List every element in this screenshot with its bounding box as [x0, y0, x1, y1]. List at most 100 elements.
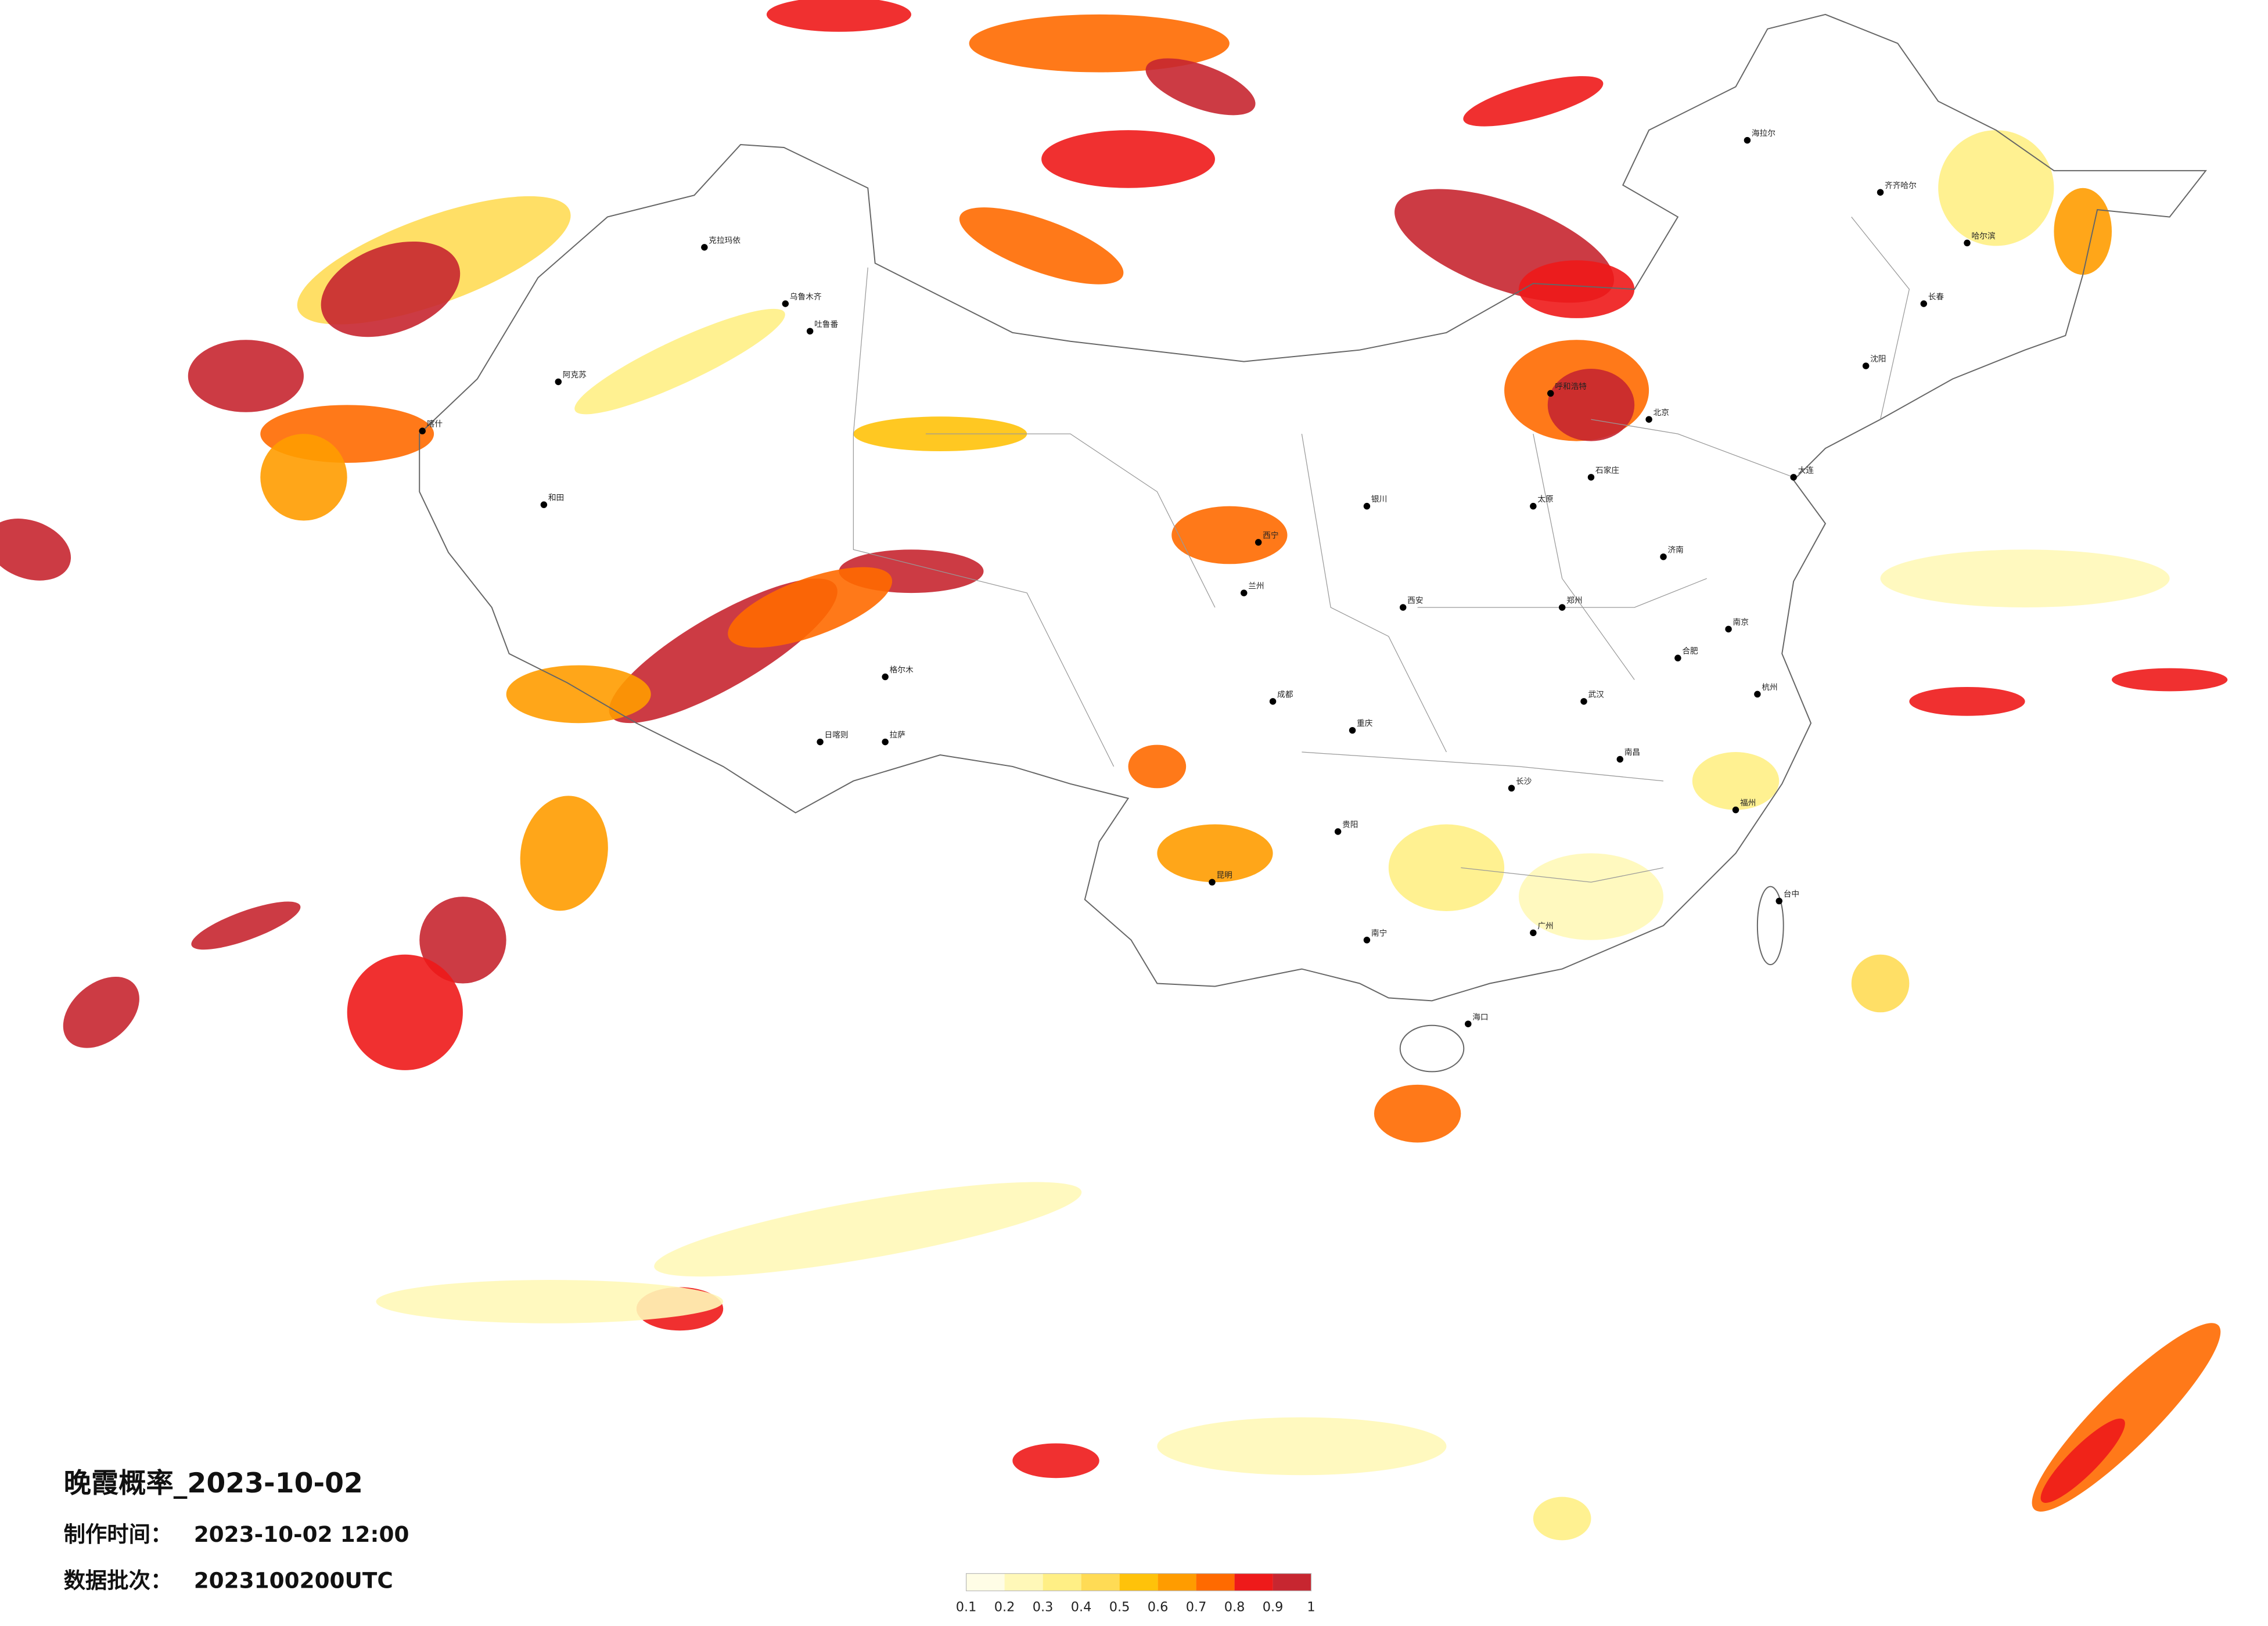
city-dot — [1334, 828, 1342, 835]
city-dot — [1775, 897, 1782, 905]
city-label: 台中 — [1784, 890, 1799, 899]
city-label: 南昌 — [1624, 748, 1640, 757]
city-label: 武汉 — [1588, 690, 1604, 699]
city-dot — [782, 300, 789, 307]
city-dot — [1530, 929, 1537, 937]
city-label: 克拉玛依 — [709, 236, 741, 245]
probability-area — [1157, 824, 1273, 883]
probability-area — [1518, 260, 1635, 318]
city-dot — [1580, 698, 1587, 705]
city-dot — [1508, 785, 1515, 792]
city-dot — [1255, 539, 1262, 546]
city-label: 重庆 — [1357, 719, 1373, 728]
city-label: 石家庄 — [1595, 465, 1619, 475]
probability-area — [1938, 130, 2054, 246]
city-dot — [419, 427, 426, 434]
city-label: 阿克苏 — [563, 370, 587, 380]
probability-area — [1145, 58, 1256, 116]
probability-area — [959, 207, 1124, 285]
info-value: 2023-10-02 12:00 — [194, 1521, 409, 1547]
map-title: 晚霞概率_2023-10-02 — [64, 1467, 363, 1499]
probability-area — [2112, 668, 2228, 692]
city-label: 长春 — [1928, 293, 1944, 302]
probability-area — [419, 897, 506, 984]
probability-area — [0, 519, 71, 581]
city-label: 太原 — [1537, 495, 1553, 504]
city-dot — [1732, 806, 1739, 814]
probability-area — [1012, 1443, 1099, 1478]
city-label: 和田 — [548, 494, 564, 503]
city-label: 海拉尔 — [1752, 129, 1775, 138]
city-dot — [1269, 698, 1277, 705]
probability-area — [728, 567, 893, 648]
probability-area — [2040, 1418, 2125, 1503]
city-dot — [1754, 690, 1761, 698]
legend-swatch — [1119, 1573, 1158, 1591]
city-dot — [1645, 416, 1652, 423]
legend-tick-label: 0.6 — [1148, 1599, 1169, 1614]
legend-tick-label: 0.5 — [1109, 1599, 1130, 1614]
legend-swatch — [1234, 1573, 1273, 1591]
probability-area — [1388, 824, 1505, 911]
probability-area — [63, 976, 139, 1048]
city-dot — [1744, 136, 1751, 144]
probability-area — [260, 434, 347, 521]
legend-tick-label: 1 — [1307, 1599, 1315, 1614]
legend-tick-label: 0.1 — [956, 1599, 977, 1614]
city-dot — [1674, 654, 1681, 661]
probability-area — [1374, 1084, 1461, 1143]
city-label: 南宁 — [1371, 928, 1387, 938]
legend-frame — [965, 1573, 1312, 1592]
legend-swatch — [1158, 1573, 1196, 1591]
legend-swatch — [1081, 1573, 1120, 1591]
city-dot — [1616, 756, 1624, 763]
legend: 0.1 0.2 0.3 0.4 0.5 0.6 0.7 0.8 0.9 1 — [956, 1573, 1315, 1614]
probability-area — [1041, 130, 1215, 188]
probability-area — [520, 796, 608, 911]
city-label: 格尔木 — [890, 665, 914, 675]
city-dot — [1349, 726, 1356, 734]
city-dot — [1465, 1020, 1472, 1027]
legend-tick-label: 0.3 — [1033, 1599, 1054, 1614]
probability-area — [1880, 549, 2170, 607]
legend-swatch — [1043, 1573, 1081, 1591]
probability-area — [1851, 954, 1910, 1013]
city-label: 兰州 — [1248, 582, 1264, 591]
probability-area — [1547, 369, 1635, 441]
legend-swatch — [1196, 1573, 1235, 1591]
probability-area — [969, 14, 1230, 73]
legend-tick-label: 0.9 — [1263, 1599, 1284, 1614]
probability-area — [347, 954, 463, 1070]
city-dot — [1209, 879, 1216, 886]
city-dot — [1363, 937, 1371, 944]
city-dot — [1920, 300, 1928, 307]
city-label: 日喀则 — [825, 731, 849, 740]
city-dot — [701, 244, 708, 251]
probability-area — [321, 241, 461, 337]
city-label: 济南 — [1667, 545, 1683, 555]
probability-area — [766, 0, 911, 32]
city-label: 西安 — [1407, 596, 1423, 606]
city-dot — [817, 738, 824, 746]
city-label: 喀什 — [427, 420, 443, 429]
legend-tick-label: 0.8 — [1224, 1599, 1245, 1614]
city-dot — [1725, 625, 1732, 633]
probability-area — [191, 901, 301, 950]
legend-swatch — [1273, 1573, 1311, 1591]
probability-area — [1692, 752, 1780, 810]
probability-area — [574, 308, 785, 415]
province-borders — [853, 217, 1910, 883]
city-label: 贵阳 — [1342, 821, 1358, 830]
city-label: 广州 — [1537, 922, 1553, 931]
city-label: 成都 — [1277, 690, 1293, 699]
city-label: 郑州 — [1566, 596, 1582, 606]
city-label: 吐鲁番 — [814, 320, 838, 329]
city-dot — [1363, 502, 1371, 510]
city-label: 沈阳 — [1870, 355, 1886, 364]
probability-area — [1128, 744, 1187, 789]
probability-area — [1463, 76, 1604, 127]
city-label: 杭州 — [1762, 683, 1777, 692]
